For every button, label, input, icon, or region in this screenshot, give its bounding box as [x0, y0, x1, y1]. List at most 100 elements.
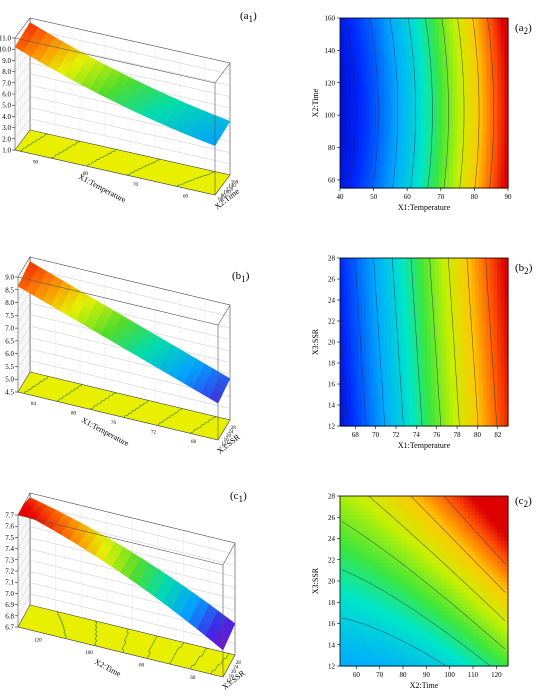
contour-cell	[405, 25, 410, 30]
panel-label-a2: (a2)	[515, 22, 532, 37]
contour-cell	[347, 73, 352, 78]
contour-cell	[464, 139, 469, 145]
contour-cell	[449, 147, 454, 152]
contour-cell	[420, 147, 425, 152]
contour-cell	[467, 147, 473, 152]
contour-cell	[340, 298, 345, 303]
contour-cell	[380, 261, 385, 266]
contour-cell	[369, 136, 374, 141]
contour-cell	[478, 21, 484, 26]
contour-cell	[486, 54, 491, 60]
contour-cell	[478, 154, 484, 160]
contour-cell	[504, 77, 509, 82]
contour-cell	[383, 77, 389, 82]
contour-cell	[449, 125, 454, 130]
contour-cell	[402, 305, 407, 310]
contour-cell	[369, 69, 374, 75]
surface-mesh-b1	[17, 261, 231, 404]
contour-cell	[402, 331, 407, 336]
contour-cell	[402, 349, 407, 354]
contour-cell	[500, 139, 505, 145]
contour-cell	[394, 279, 400, 285]
contour-cell	[500, 169, 505, 174]
contour-cell	[387, 411, 392, 416]
contour-cell	[376, 143, 381, 148]
contour-cell	[460, 110, 465, 115]
contour-cell	[394, 418, 400, 423]
contour-cell	[365, 180, 370, 185]
contour-cell	[413, 58, 418, 63]
contour-cell	[361, 294, 367, 299]
contour-cell	[394, 360, 400, 365]
contour-cell	[445, 180, 451, 185]
contour-cell	[376, 389, 381, 394]
contour-cell	[420, 180, 425, 185]
contour-cell	[478, 18, 484, 23]
contour-cell	[456, 121, 462, 126]
contour-cell	[354, 342, 359, 347]
contour-cell	[369, 143, 374, 148]
contour-cell	[347, 298, 352, 303]
contour-cell	[376, 294, 381, 299]
contour-cell	[343, 95, 348, 100]
contour-cell	[405, 117, 410, 123]
contour-cell	[394, 294, 400, 299]
contour-cell	[478, 143, 484, 148]
contour-cell	[482, 103, 487, 108]
contour-cell	[372, 415, 378, 420]
contour-cell	[402, 110, 407, 115]
contour-cell	[402, 184, 407, 189]
contour-cell	[358, 151, 363, 156]
contour-cell	[358, 169, 363, 174]
contour-line	[343, 17, 357, 189]
contour-cell	[449, 36, 454, 41]
contour-cell	[398, 404, 403, 409]
contour-cell	[383, 143, 389, 148]
contour-cell	[434, 173, 440, 178]
contour-cell	[449, 40, 454, 45]
contour-cell	[372, 103, 378, 108]
contour-cell	[387, 404, 392, 409]
contour-cell	[376, 25, 381, 30]
contour-cell	[358, 54, 363, 60]
contour-cell	[340, 312, 345, 318]
contour-cell	[442, 169, 447, 174]
contour-cell	[398, 173, 403, 178]
contour-cell	[497, 110, 502, 115]
contour-cell	[354, 21, 359, 26]
contour-cell	[442, 66, 447, 71]
contour-cell	[427, 143, 432, 148]
contour-cell	[460, 99, 465, 104]
contour-cell	[405, 165, 410, 171]
contour-cell	[354, 43, 359, 49]
contour-cell	[343, 114, 348, 119]
floor-contour-line	[123, 400, 149, 418]
contour-cell	[449, 95, 454, 100]
contour-cell	[486, 36, 491, 41]
contour-cell	[372, 151, 378, 156]
contour-cell	[445, 29, 451, 34]
contour-cell	[486, 147, 491, 152]
contour-cell	[460, 18, 465, 23]
contour-cell	[486, 99, 491, 104]
contour-cell	[504, 162, 509, 167]
contour-cell	[387, 290, 392, 296]
contour-cell	[354, 51, 359, 56]
x-tick-label: 60	[183, 194, 189, 199]
contour-cell	[464, 80, 469, 86]
x-tick-label: 120	[34, 638, 42, 643]
contour-cell	[493, 117, 498, 123]
contour-cell	[482, 184, 487, 189]
z-tick-label: 9.0	[5, 274, 14, 282]
contour-cell	[354, 294, 359, 299]
contour-cell	[369, 323, 374, 328]
contour-cell	[402, 143, 407, 148]
contour-cell	[442, 54, 447, 60]
contour-cell	[376, 77, 381, 82]
contour-cell	[402, 320, 407, 325]
contour-cell	[438, 151, 443, 156]
contour-cell	[365, 25, 370, 30]
contour-cell	[489, 43, 494, 49]
contour-cell	[475, 47, 480, 52]
contour-cell	[365, 117, 370, 123]
